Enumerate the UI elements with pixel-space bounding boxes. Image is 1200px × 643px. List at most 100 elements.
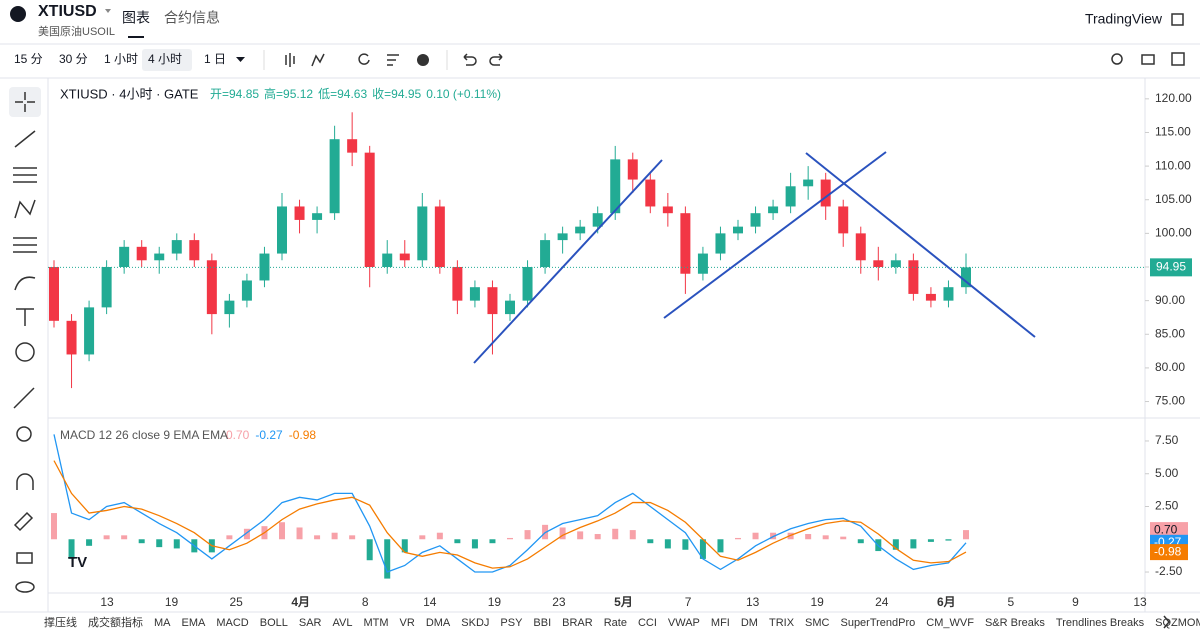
indicator-button[interactable]: SQZMOM_LB: [1155, 617, 1200, 629]
indicator-button[interactable]: SMC: [805, 617, 830, 629]
y-tick-label: 110.00: [1155, 158, 1191, 172]
histogram-bar: [384, 539, 391, 579]
pattern-tool[interactable]: [14, 199, 36, 219]
interval[interactable]: 1 小时: [104, 52, 138, 66]
last-price-tag: [1150, 258, 1192, 277]
indicator-button[interactable]: 撑压线: [44, 615, 77, 629]
histogram-bar: [349, 535, 356, 540]
candle-body: [417, 206, 428, 261]
x-tick-label: 6月: [937, 595, 956, 609]
ruler-tool[interactable]: [13, 387, 35, 409]
indicator-button[interactable]: CM_WVF: [926, 617, 974, 629]
scroll-right[interactable]: [1163, 615, 1170, 629]
tab-underline: [128, 36, 144, 38]
indicator-button[interactable]: MFI: [711, 617, 730, 629]
histogram-bar: [121, 535, 128, 540]
indicator-button[interactable]: CCI: [638, 617, 657, 629]
indicator-button[interactable]: SKDJ: [461, 617, 489, 629]
x-tick-label: 14: [423, 595, 437, 609]
histogram-bar: [752, 532, 759, 540]
candle-body: [803, 179, 814, 187]
histogram-bar: [138, 539, 145, 544]
lock-tool[interactable]: [16, 552, 33, 564]
interval[interactable]: 1 日: [204, 52, 226, 66]
histogram-bar: [892, 539, 899, 550]
eye-tool[interactable]: [15, 581, 35, 593]
template-icon[interactable]: [387, 54, 399, 66]
undo-icon[interactable]: [463, 53, 477, 66]
indicator-button[interactable]: VR: [400, 617, 415, 629]
indicator-button[interactable]: BRAR: [562, 617, 593, 629]
y-tick-label: 7.50: [1155, 433, 1179, 447]
crosshair-tool[interactable]: [15, 92, 35, 112]
trendline[interactable]: [663, 151, 887, 319]
symbol-dropdown[interactable]: [105, 9, 111, 13]
interval[interactable]: 4 小时: [148, 52, 182, 66]
macd-line: [53, 460, 967, 569]
search-icon[interactable]: [1111, 53, 1123, 65]
zoom-tool[interactable]: [16, 426, 32, 442]
tab[interactable]: 图表: [122, 10, 150, 26]
candle-body: [943, 287, 954, 301]
replay-icon[interactable]: [358, 53, 370, 65]
text-tool[interactable]: [16, 308, 34, 326]
logo: [10, 6, 26, 22]
pencil-tool[interactable]: [13, 511, 34, 532]
magnet-tool[interactable]: [16, 473, 34, 490]
indicator-button[interactable]: PSY: [500, 617, 523, 629]
histogram-bar: [577, 531, 584, 540]
trendlines[interactable]: [473, 151, 1036, 364]
chart-legend-title: XTIUSD · 4小时 · GATE: [60, 86, 199, 101]
indicator-button[interactable]: DM: [741, 617, 758, 629]
indicator-button[interactable]: TRIX: [769, 617, 795, 629]
indicator-button[interactable]: SuperTrendPro: [840, 617, 915, 629]
candle-icon[interactable]: [285, 53, 295, 67]
trendline[interactable]: [473, 159, 663, 364]
drawing-tools: [9, 87, 41, 593]
settings-icon[interactable]: [1171, 52, 1185, 66]
redo-icon[interactable]: [489, 53, 503, 66]
candle-body: [697, 253, 708, 274]
emoji-tool[interactable]: [15, 342, 35, 362]
interval-dropdown[interactable]: [236, 57, 245, 62]
indicator-button[interactable]: Rate: [604, 617, 627, 629]
indicator-button[interactable]: 成交额指标: [88, 615, 143, 629]
indicator-button[interactable]: DMA: [426, 617, 451, 629]
histogram-bar: [86, 539, 93, 546]
candle-body: [592, 213, 603, 227]
ohlc-value: 收=94.95: [372, 87, 421, 101]
indicator-button[interactable]: VWAP: [668, 617, 700, 629]
histogram-bar: [594, 534, 601, 540]
line-tool[interactable]: [14, 130, 36, 148]
indicator-button[interactable]: MACD: [216, 617, 248, 629]
tab[interactable]: 合约信息: [164, 10, 220, 26]
histogram-bar: [699, 539, 706, 559]
symbol[interactable]: XTIUSD: [38, 3, 97, 20]
histogram-bar: [68, 539, 75, 559]
brand[interactable]: TradingView: [1085, 11, 1163, 27]
indicator-button[interactable]: S&R Breaks: [985, 617, 1045, 629]
fib-tool[interactable]: [13, 237, 37, 253]
ohlc-value: 高=95.12: [264, 86, 313, 101]
trendline[interactable]: [805, 152, 1036, 338]
interval[interactable]: 15 分: [14, 52, 43, 66]
interval[interactable]: 30 分: [59, 52, 88, 66]
indicator-button[interactable]: BBI: [533, 617, 551, 629]
brush-tool[interactable]: [14, 276, 36, 291]
indicator-button[interactable]: SAR: [299, 617, 322, 629]
indicator-button[interactable]: AVL: [333, 617, 353, 629]
indicator-button[interactable]: MTM: [363, 617, 388, 629]
indicator-button[interactable]: EMA: [182, 617, 207, 629]
interval-active: [142, 49, 192, 71]
channel-tool[interactable]: [13, 167, 37, 183]
indicator-button[interactable]: Trendlines Breaks: [1056, 617, 1145, 629]
ohlc-value: 低=94.63: [318, 87, 367, 101]
camera-icon[interactable]: [1141, 54, 1155, 65]
indicator-icon[interactable]: [311, 53, 325, 67]
histogram-bar: [612, 528, 619, 540]
add-icon[interactable]: [417, 54, 429, 66]
indicator-button[interactable]: BOLL: [260, 617, 288, 629]
fullscreen-icon[interactable]: [1171, 13, 1184, 26]
indicator-button[interactable]: MA: [154, 617, 171, 629]
